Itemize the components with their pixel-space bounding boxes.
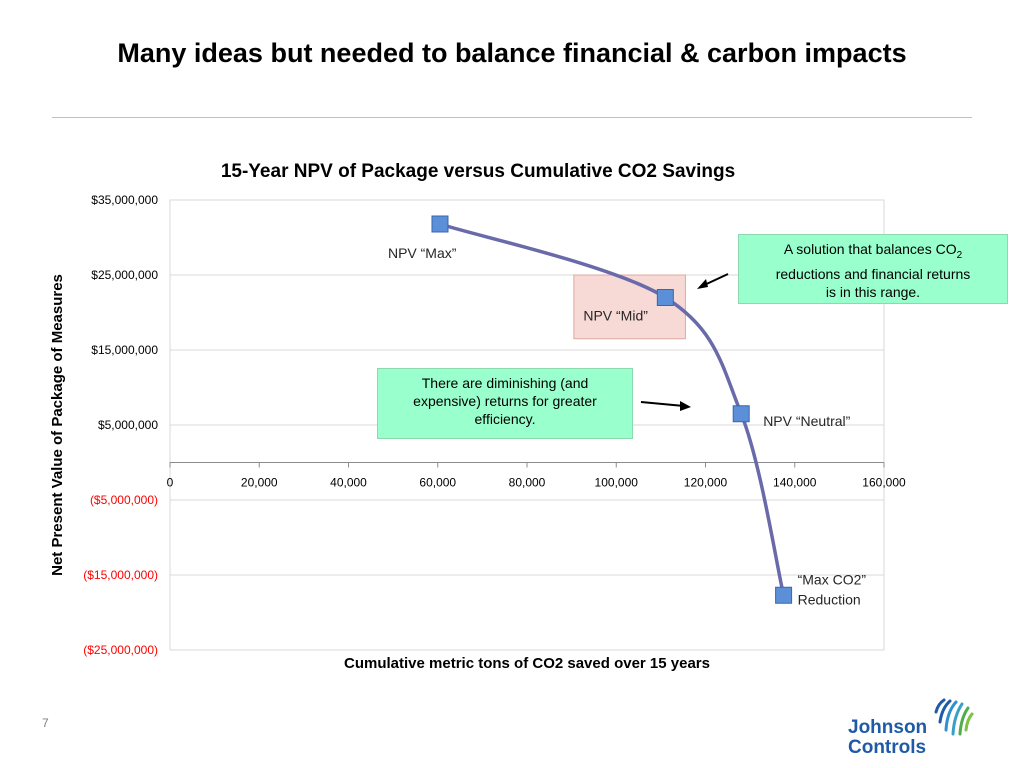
data-point-label: NPV “Neutral” [763,413,850,429]
callout-balanced-range: A solution that balances CO2 reductions … [738,234,1008,304]
callout-arrows [640,273,729,411]
arrow-head-icon [680,401,691,411]
arrow-head-icon [697,279,708,289]
x-tick-label: 120,000 [684,476,728,490]
y-tick-label: $35,000,000 [91,193,158,207]
x-tick-label: 40,000 [330,476,367,490]
data-point-label: NPV “Max” [388,245,457,261]
callout-range-line3: is in this range. [825,283,921,300]
data-point-marker [656,289,674,306]
title-divider [52,117,972,118]
x-tick-label: 0 [167,476,174,490]
slide-title: Many ideas but needed to balance financi… [117,38,907,68]
data-point-marker [431,215,449,233]
x-tick-label: 80,000 [509,476,546,490]
series-markers [431,215,793,604]
x-tick-label: 100,000 [595,476,639,490]
x-tick-label: 160,000 [862,476,906,490]
y-tick-label: ($15,000,000) [83,568,158,582]
highlight-range [573,274,686,340]
y-axis-title: Net Present Value of Package of Measures [49,274,66,576]
callout-returns-line1: There are diminishing (and [421,375,589,391]
callout-returns-line2: expensive) returns for greater [413,393,597,409]
logo-text-line1: Johnson [848,717,928,738]
data-point-label: Reduction [798,591,861,607]
logo-text-line2: Controls [848,737,927,758]
y-tick-label: $5,000,000 [98,418,158,432]
x-tick-label: 20,000 [241,476,278,490]
x-axis-title: Cumulative metric tons of CO2 saved over… [344,655,710,672]
series-line [439,222,786,596]
callout-range-line2: reductions and financial returns [775,265,971,282]
y-tick-label: $25,000,000 [91,268,158,282]
callout-returns-line3: efficiency. [474,411,536,427]
data-point-label: “Max CO2” [798,571,867,587]
x-tick-label: 140,000 [773,476,817,490]
callout-range-line1: A solution that balances CO [783,241,957,257]
callout-range-subscript: 2 [956,249,963,261]
page-number: 7 [42,716,49,730]
y-tick-label: $15,000,000 [91,343,158,357]
logo-mark-icon [934,698,974,736]
callout-diminishing-returns: There are diminishing (and expensive) re… [377,368,633,439]
arrow-line [640,401,685,407]
data-point-marker [732,405,750,423]
y-axis: $35,000,000 $25,000,000 $15,000,000 $5,000,… [83,193,158,657]
x-axis: 0 20,000 40,000 60,000 80,000 100,000 120,000 1… [167,462,906,490]
x-tick-label: 60,000 [419,476,456,490]
company-logo: Johnson Controls [848,698,978,758]
gridlines [170,199,884,651]
point-labels: NPV “Max” NPV “Mid” NPV “Neutral” “Max CO2”… [388,245,866,607]
y-tick-label: ($5,000,000) [90,493,158,507]
data-point-label: NPV “Mid” [583,308,648,324]
chart-title: 15-Year NPV of Package versus Cumulative… [221,161,735,182]
y-tick-label: ($25,000,000) [83,643,158,657]
data-point-marker [775,586,793,604]
